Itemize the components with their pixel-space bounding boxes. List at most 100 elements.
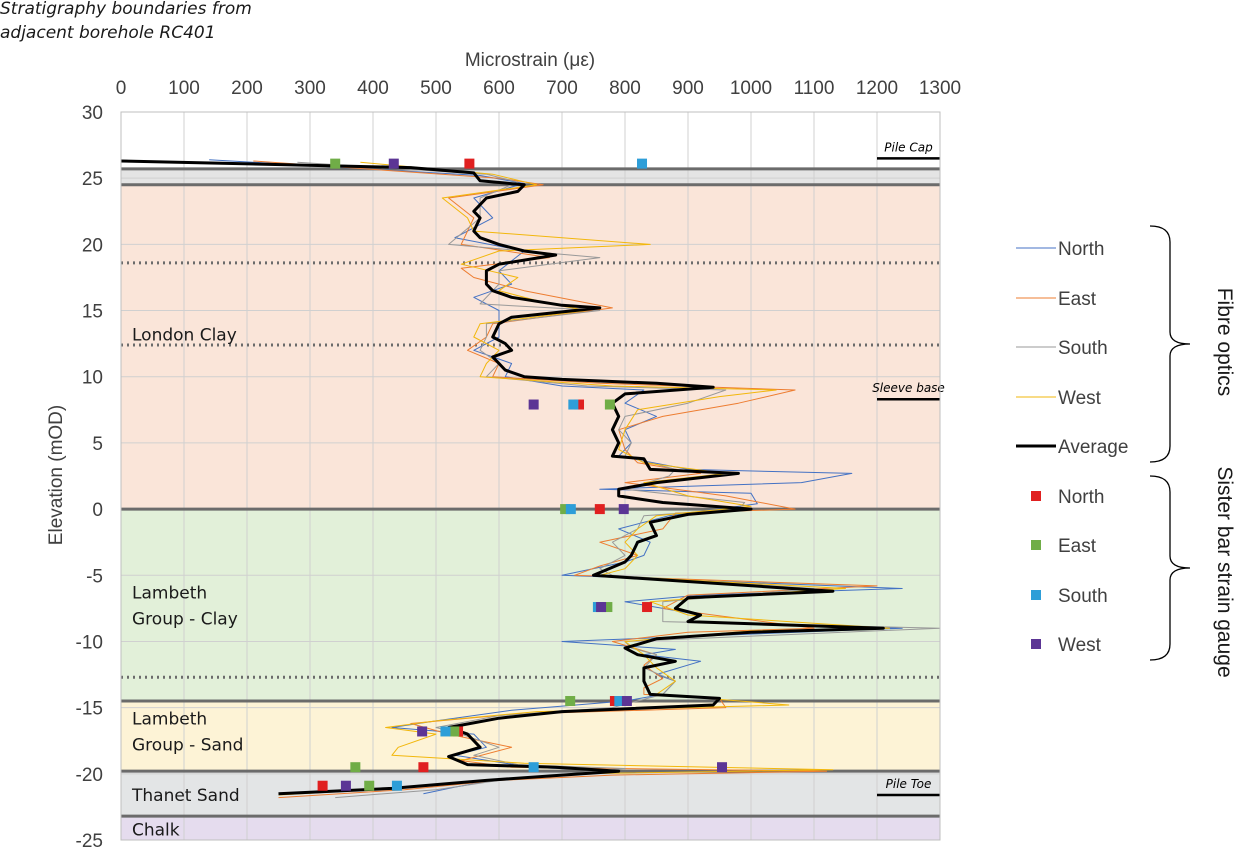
layer-label: Chalk — [132, 820, 180, 840]
header-note-line-1: Stratigraphy boundaries from — [0, 0, 252, 19]
y-tick-label: 15 — [82, 302, 103, 323]
layer-band-chalk — [121, 816, 940, 840]
x-tick-label: 500 — [420, 78, 452, 99]
fibre-series — [120, 159, 941, 799]
layer-labels: London Clay Lambeth Group - Clay Lambeth Gro… — [131, 325, 243, 840]
series-line-average — [120, 159, 885, 796]
legend-brace-sister-bar — [1149, 475, 1191, 661]
legend-swatch-marker-north — [1031, 491, 1041, 501]
gauge-marker-south — [528, 762, 539, 773]
gauge-marker-north — [464, 158, 475, 169]
gauge-marker-east — [560, 504, 571, 515]
legend-label-south: South — [1058, 338, 1108, 359]
layer-label: London Clay — [132, 325, 237, 345]
x-tick-label: 1100 — [794, 78, 835, 99]
x-tick-label: 400 — [357, 78, 389, 99]
y-tick-label: 25 — [82, 169, 103, 190]
gauge-marker-east — [364, 780, 375, 791]
x-tick-label: 700 — [546, 78, 578, 99]
legend-group-fibre-optics: Fibre optics — [1213, 288, 1236, 397]
x-tick-labels: 0 100 200 300 400 500 600 700 800 900 1000 1100 1200… — [116, 78, 961, 99]
series-line-north — [209, 159, 903, 795]
gauge-marker-east — [604, 399, 615, 410]
y-tick-label: 10 — [82, 368, 103, 389]
x-tick-label: 1300 — [919, 78, 961, 99]
layer-boundaries — [121, 167, 940, 818]
x-tick-label: 900 — [672, 78, 704, 99]
gauge-marker-north — [418, 762, 429, 773]
legend-label-north: North — [1058, 239, 1104, 260]
y-tick-label: 30 — [82, 103, 103, 124]
x-tick-label: 300 — [294, 78, 326, 99]
legend-gauge-label-west: West — [1058, 635, 1102, 656]
y-tick-label: 5 — [92, 434, 103, 455]
gauge-marker-south — [391, 780, 402, 791]
legend-swatch-marker-east — [1031, 540, 1041, 550]
gauge-marker-north — [317, 780, 328, 791]
gauge-marker-west — [388, 158, 399, 169]
gauge-marker-south — [440, 726, 451, 737]
legend: North East South West Average North East South W… — [1016, 225, 1191, 661]
gauge-marker-east — [449, 726, 460, 737]
legend-gauge-label-south: South — [1058, 586, 1108, 607]
ref-label-sleeve-base: Sleeve base — [872, 381, 945, 395]
x-tick-label: 100 — [168, 78, 200, 99]
x-axis-title: Microstrain (με) — [465, 50, 595, 71]
layer-band-lambeth-group-sand — [121, 701, 940, 772]
y-tick-label: 20 — [82, 235, 103, 256]
ref-label-pile-cap: Pile Cap — [884, 140, 933, 154]
y-tick-label: -20 — [76, 765, 103, 786]
gauge-marker-east — [602, 602, 613, 613]
gauge-marker-west — [417, 726, 428, 737]
y-axis-title: Elevation (mOD) — [46, 405, 67, 545]
series-line-west — [278, 161, 891, 796]
layer-band-lambeth-group-clay — [121, 509, 940, 702]
y-tick-label: -5 — [86, 566, 103, 587]
layer-label: Group - Sand — [132, 735, 243, 755]
gauge-marker-west — [596, 602, 607, 613]
legend-label-west: West — [1058, 388, 1102, 409]
layer-band-pile-cap-zone — [121, 168, 940, 185]
layer-band-london-clay — [121, 184, 940, 510]
y-tick-label: -15 — [76, 699, 103, 720]
gauge-marker-north — [642, 602, 653, 613]
header-note-line-2: adjacent borehole RC401 — [0, 23, 216, 43]
x-tick-label: 600 — [483, 78, 515, 99]
legend-group-sister-bar: Sister bar strain gauge — [1213, 466, 1236, 677]
x-tick-label: 0 — [116, 78, 127, 99]
layer-label: Thanet Sand — [131, 786, 240, 806]
gauge-marker-south — [568, 399, 579, 410]
stratigraphy-bands — [121, 112, 940, 840]
x-tick-label: 1200 — [856, 78, 898, 99]
gauge-marker-west — [528, 399, 539, 410]
gauge-marker-west — [717, 762, 728, 773]
legend-label-east: East — [1058, 289, 1097, 310]
gauge-markers — [317, 158, 728, 791]
legend-brace-fibre-optics — [1149, 225, 1191, 463]
y-tick-label: 0 — [92, 500, 103, 521]
legend-swatch-marker-south — [1031, 590, 1041, 600]
gauge-marker-west — [618, 504, 629, 515]
y-tick-label: -10 — [76, 632, 103, 653]
layer-label: Group - Clay — [132, 610, 238, 630]
gauge-marker-south — [637, 158, 648, 169]
gauge-marker-east — [350, 762, 361, 773]
gauge-marker-north — [594, 504, 605, 515]
legend-swatch-marker-west — [1031, 639, 1041, 649]
legend-gauge-label-north: North — [1058, 487, 1104, 508]
gauge-marker-south — [614, 696, 625, 707]
x-tick-label: 800 — [609, 78, 641, 99]
gauge-marker-south — [565, 504, 576, 515]
layer-label: Lambeth — [132, 584, 207, 604]
reference-lines: Pile Cap Sleeve base Pile Toe — [872, 140, 945, 797]
ref-label-pile-toe: Pile Toe — [886, 777, 932, 791]
legend-label-average: Average — [1058, 437, 1128, 458]
y-tick-labels: 30 25 20 15 10 5 0 -5 -10 -15 -20 -25 — [76, 103, 103, 847]
gauge-marker-west — [621, 696, 632, 707]
gauge-marker-north — [574, 399, 585, 410]
y-tick-label: -25 — [76, 831, 103, 847]
layer-label: Lambeth — [132, 709, 207, 729]
gauge-marker-west — [340, 780, 351, 791]
x-tick-label: 1000 — [730, 78, 772, 99]
